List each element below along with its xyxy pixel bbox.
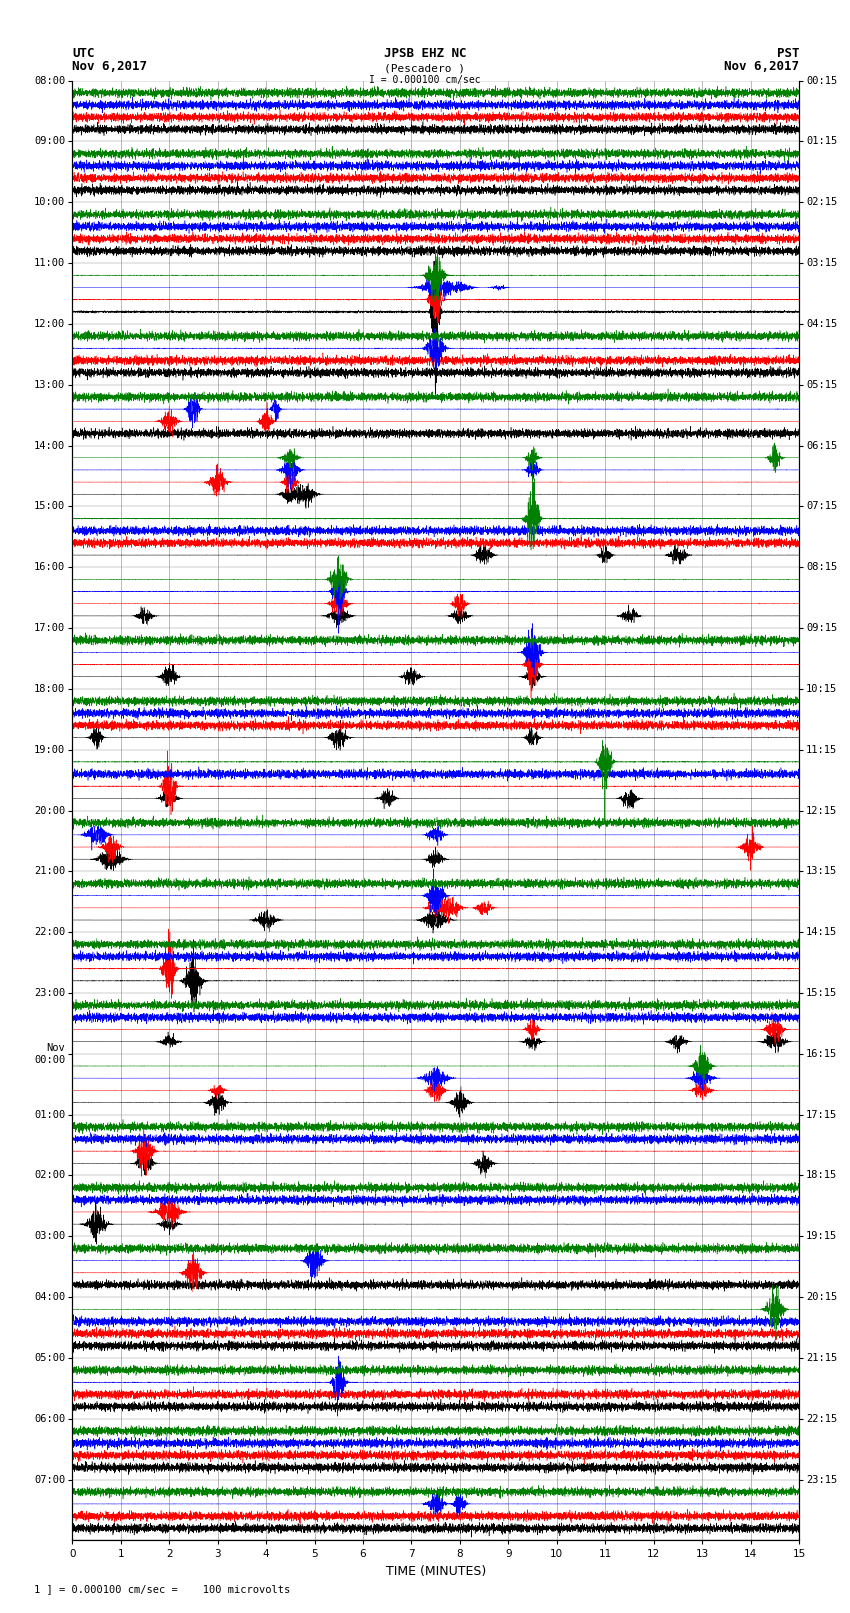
- Text: Nov 6,2017: Nov 6,2017: [724, 60, 799, 73]
- Text: 1 ] = 0.000100 cm/sec =    100 microvolts: 1 ] = 0.000100 cm/sec = 100 microvolts: [34, 1584, 290, 1594]
- Text: PST: PST: [777, 47, 799, 60]
- Text: (Pescadero ): (Pescadero ): [384, 63, 466, 73]
- X-axis label: TIME (MINUTES): TIME (MINUTES): [386, 1565, 485, 1578]
- Text: Nov 6,2017: Nov 6,2017: [72, 60, 147, 73]
- Text: I = 0.000100 cm/sec: I = 0.000100 cm/sec: [369, 76, 481, 85]
- Text: JPSB EHZ NC: JPSB EHZ NC: [383, 47, 467, 60]
- Text: UTC: UTC: [72, 47, 94, 60]
